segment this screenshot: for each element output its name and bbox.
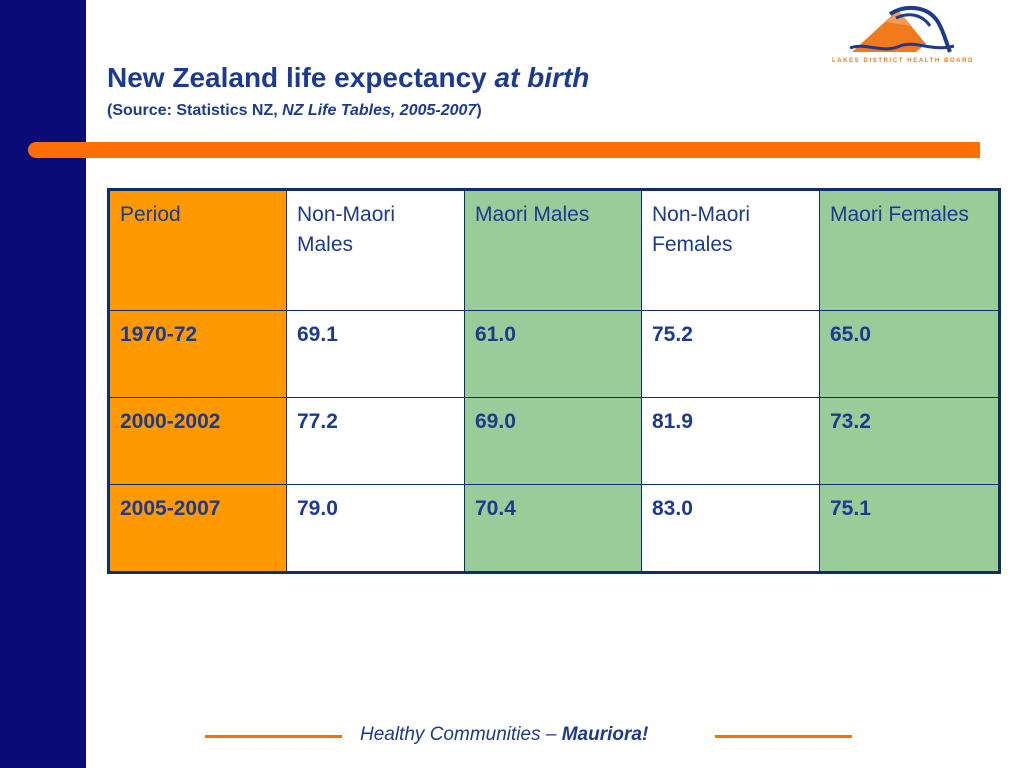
value-cell: 69.0 — [464, 397, 642, 485]
footer-emphasis: Mauriora! — [561, 724, 649, 745]
value-cell: 65.0 — [819, 310, 1000, 398]
subtitle-open: (Source: Statistics NZ, — [107, 102, 283, 119]
subtitle-close: ) — [476, 102, 482, 119]
value-cell: 75.1 — [819, 484, 1000, 573]
value-cell: 73.2 — [819, 397, 1000, 485]
value-cell: 69.1 — [286, 310, 465, 398]
table-row: 2000-2002 77.2 69.0 81.9 73.2 — [108, 397, 1000, 485]
table-header-row: Period Non-Maori Males Maori Males Non-M… — [108, 189, 1000, 311]
table-row: 2005-2007 79.0 70.4 83.0 75.1 — [108, 484, 1000, 573]
source-subtitle: (Source: Statistics NZ, NZ Life Tables, … — [107, 102, 482, 120]
header-maori-females: Maori Females — [819, 189, 1000, 311]
footer: Healthy Communities – Mauriora! — [205, 724, 855, 750]
title-main: New Zealand life expectancy — [107, 62, 495, 93]
value-cell: 79.0 — [286, 484, 465, 573]
subtitle-source-title: NZ Life Tables, 2005-2007 — [282, 102, 477, 119]
period-cell: 1970-72 — [108, 310, 287, 398]
value-cell: 77.2 — [286, 397, 465, 485]
title-emphasis: at birth — [494, 62, 590, 93]
mountain-logo-icon — [849, 5, 955, 53]
footer-right-rule — [715, 735, 852, 738]
logo-text: LAKES DISTRICT HEALTH BOARD — [831, 58, 975, 64]
value-cell: 70.4 — [464, 484, 642, 573]
header-non-maori-females: Non-Maori Females — [641, 189, 820, 311]
value-cell: 81.9 — [641, 397, 820, 485]
life-expectancy-table: Period Non-Maori Males Maori Males Non-M… — [107, 188, 1001, 574]
value-cell: 75.2 — [641, 310, 820, 398]
header-maori-males: Maori Males — [464, 189, 642, 311]
left-accent-bar — [0, 0, 86, 768]
period-cell: 2000-2002 — [108, 397, 287, 485]
header-non-maori-males: Non-Maori Males — [286, 189, 465, 311]
page-title: New Zealand life expectancy at birth — [107, 62, 589, 94]
value-cell: 83.0 — [641, 484, 820, 573]
value-cell: 61.0 — [464, 310, 642, 398]
footer-left-rule — [205, 735, 342, 738]
table-row: 1970-72 69.1 61.0 75.2 65.0 — [108, 310, 1000, 398]
period-cell: 2005-2007 — [108, 484, 287, 573]
lakes-dhb-logo: LAKES DISTRICT HEALTH BOARD — [818, 4, 988, 68]
footer-tagline: Healthy Communities – Mauriora! — [360, 724, 648, 746]
header-period: Period — [108, 189, 287, 311]
orange-divider-bar — [28, 142, 980, 158]
footer-text: Healthy Communities – — [360, 724, 562, 745]
